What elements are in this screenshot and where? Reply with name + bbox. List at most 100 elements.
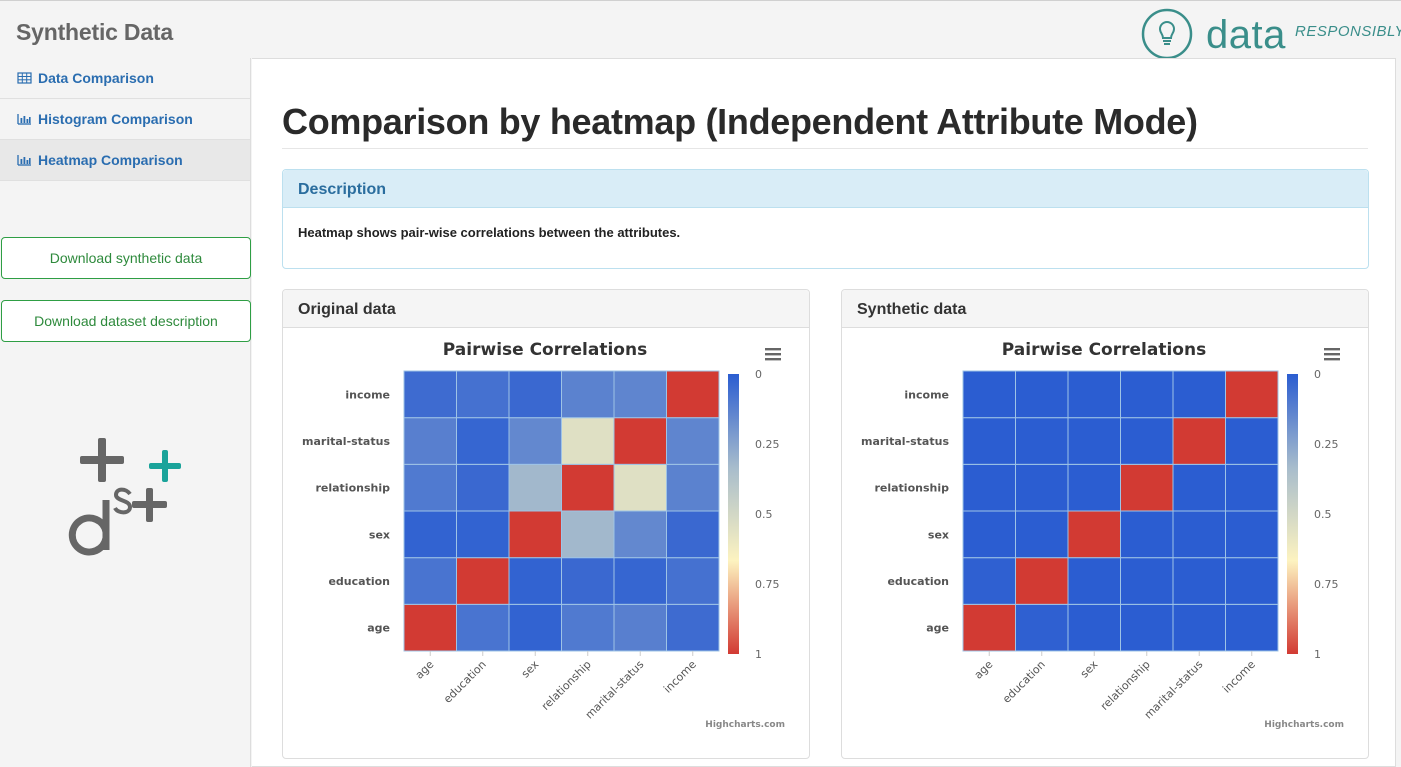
menu-icon-bar xyxy=(765,358,781,361)
heatmap-cell[interactable] xyxy=(456,370,510,419)
heatmap-cell[interactable] xyxy=(1015,603,1069,652)
heatmap-cell[interactable] xyxy=(1015,557,1069,605)
heatmap-cell[interactable] xyxy=(613,463,667,512)
sidebar-item-histogram-comparison[interactable]: Histogram Comparison xyxy=(0,99,250,140)
heatmap-cell[interactable] xyxy=(1015,463,1069,512)
data-responsibly-logo[interactable]: data RESPONSIBLY xyxy=(1140,7,1401,61)
sidebar-item-data-comparison[interactable]: Data Comparison xyxy=(0,58,250,99)
heatmap-cell[interactable] xyxy=(962,603,1016,652)
heatmap-cell[interactable] xyxy=(1225,463,1279,512)
heatmap-cell[interactable] xyxy=(962,463,1016,512)
heatmap-cell[interactable] xyxy=(561,463,615,512)
heatmap-cell[interactable] xyxy=(1172,557,1226,605)
heatmap-cell[interactable] xyxy=(666,417,720,465)
x-axis-label: relationship xyxy=(1098,658,1153,713)
original-heatmap-chart: Pairwise Correlationsageeducationsexrela… xyxy=(302,340,785,730)
heatmap-cell[interactable] xyxy=(1172,510,1226,559)
heatmap-cell[interactable] xyxy=(456,557,510,605)
heatmap-cell[interactable] xyxy=(962,417,1016,465)
heatmap-cell[interactable] xyxy=(1067,557,1121,605)
heatmap-cell[interactable] xyxy=(508,603,562,652)
x-axis-label: sex xyxy=(1078,658,1101,681)
color-axis-label: 0 xyxy=(755,368,762,381)
heatmap-cell[interactable] xyxy=(561,370,615,419)
heatmap-cell[interactable] xyxy=(666,463,720,512)
heatmap-cell[interactable] xyxy=(1225,417,1279,465)
heatmap-cell[interactable] xyxy=(613,603,667,652)
heatmap-cell[interactable] xyxy=(1225,603,1279,652)
heatmap-cell[interactable] xyxy=(962,510,1016,559)
heatmap-cell[interactable] xyxy=(403,370,457,419)
heatmap-cell[interactable] xyxy=(1120,463,1174,512)
heatmap-cell[interactable] xyxy=(1015,417,1069,465)
heatmap-cell[interactable] xyxy=(1172,370,1226,419)
heatmap-cell[interactable] xyxy=(508,370,562,419)
heatmap-cell[interactable] xyxy=(561,417,615,465)
heatmap-cell[interactable] xyxy=(613,417,667,465)
heatmap-cell[interactable] xyxy=(403,510,457,559)
heatmap-cell[interactable] xyxy=(1225,370,1279,419)
chart-title: Pairwise Correlations xyxy=(443,340,647,360)
page-title: Comparison by heatmap (Independent Attri… xyxy=(282,101,1198,142)
y-axis-label: relationship xyxy=(874,482,949,495)
heatmap-cell[interactable] xyxy=(1172,417,1226,465)
x-axis-label: income xyxy=(661,658,699,696)
heatmap-cell[interactable] xyxy=(1067,417,1121,465)
y-axis-label: education xyxy=(328,575,390,588)
heatmap-cell[interactable] xyxy=(962,557,1016,605)
color-axis-bar xyxy=(728,374,739,654)
heatmap-cell[interactable] xyxy=(561,557,615,605)
heatmap-cell[interactable] xyxy=(508,417,562,465)
x-axis-label: education xyxy=(1000,658,1048,706)
heatmap-cell[interactable] xyxy=(962,370,1016,419)
heatmap-cell[interactable] xyxy=(403,557,457,605)
heatmap-cell[interactable] xyxy=(1120,603,1174,652)
sidebar-item-heatmap-comparison[interactable]: Heatmap Comparison xyxy=(0,140,250,181)
download-dataset-description-button[interactable]: Download dataset description xyxy=(1,300,251,342)
heatmap-cell[interactable] xyxy=(1067,463,1121,512)
heatmap-cell[interactable] xyxy=(1172,463,1226,512)
heatmap-cell[interactable] xyxy=(561,510,615,559)
menu-icon[interactable] xyxy=(1324,348,1340,361)
download-synthetic-data-button[interactable]: Download synthetic data xyxy=(1,237,251,279)
menu-icon[interactable] xyxy=(765,348,781,361)
heatmap-cell[interactable] xyxy=(456,417,510,465)
heatmap-cell[interactable] xyxy=(456,463,510,512)
heatmap-cell[interactable] xyxy=(1225,510,1279,559)
heatmap-cell[interactable] xyxy=(561,603,615,652)
heatmap-cell[interactable] xyxy=(666,370,720,419)
heatmap-cell[interactable] xyxy=(1015,510,1069,559)
heatmap-cell[interactable] xyxy=(456,603,510,652)
heatmap-cell[interactable] xyxy=(1120,557,1174,605)
heatmap-cell[interactable] xyxy=(403,463,457,512)
heatmap-cell[interactable] xyxy=(1172,603,1226,652)
heatmap-cell[interactable] xyxy=(508,557,562,605)
heatmap-cell[interactable] xyxy=(1067,603,1121,652)
heatmap-cell[interactable] xyxy=(1120,510,1174,559)
heatmap-cell[interactable] xyxy=(1067,370,1121,419)
heatmap-cell[interactable] xyxy=(613,370,667,419)
x-axis-label: relationship xyxy=(539,658,594,713)
heatmap-cell[interactable] xyxy=(1225,557,1279,605)
heatmap-cell[interactable] xyxy=(403,417,457,465)
heatmap-cell[interactable] xyxy=(456,510,510,559)
heatmap-cell[interactable] xyxy=(1067,510,1121,559)
heatmap-cell[interactable] xyxy=(403,603,457,652)
heatmap-cell[interactable] xyxy=(666,603,720,652)
heatmap-cell[interactable] xyxy=(508,463,562,512)
heatmap-cell[interactable] xyxy=(666,557,720,605)
heatmap-cell[interactable] xyxy=(666,510,720,559)
heatmap-cell[interactable] xyxy=(1120,370,1174,419)
chart-credit[interactable]: Highcharts.com xyxy=(1264,720,1344,730)
heatmap-cell[interactable] xyxy=(613,557,667,605)
sidebar-item-label: Histogram Comparison xyxy=(38,111,193,127)
heatmap-cell[interactable] xyxy=(1015,370,1069,419)
title-divider xyxy=(282,148,1368,149)
app-title[interactable]: Synthetic Data xyxy=(16,19,173,45)
heatmap-cell[interactable] xyxy=(613,510,667,559)
menu-icon-bar xyxy=(1324,353,1340,356)
chart-credit[interactable]: Highcharts.com xyxy=(705,720,785,730)
heatmap-cell[interactable] xyxy=(1120,417,1174,465)
y-axis-label: income xyxy=(345,388,390,401)
heatmap-cell[interactable] xyxy=(508,510,562,559)
